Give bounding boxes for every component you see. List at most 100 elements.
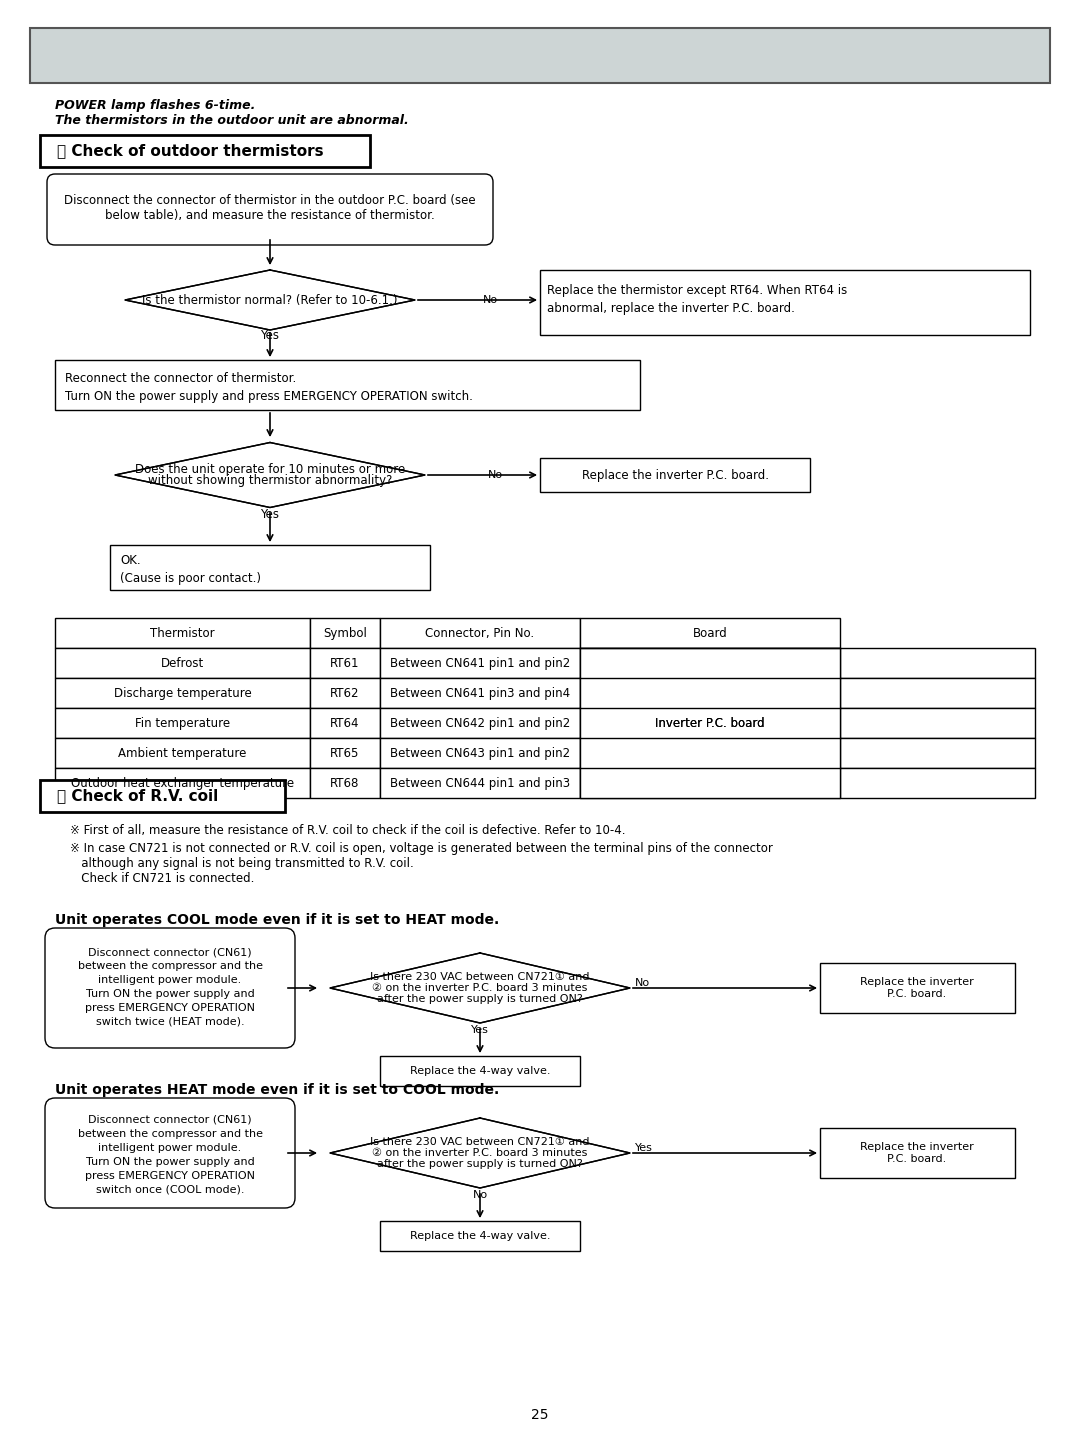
Text: Replace the thermistor except RT64. When RT64 is: Replace the thermistor except RT64. When… xyxy=(546,284,847,297)
Text: Inverter P.C. board: Inverter P.C. board xyxy=(656,717,765,730)
Text: intelligent power module.: intelligent power module. xyxy=(98,975,242,985)
Text: ② on the inverter P.C. board 3 minutes: ② on the inverter P.C. board 3 minutes xyxy=(373,984,588,994)
Bar xyxy=(840,648,1035,678)
Text: Disconnect connector (CN61): Disconnect connector (CN61) xyxy=(89,948,252,958)
Text: Replace the 4-way valve.: Replace the 4-way valve. xyxy=(409,1231,550,1241)
Bar xyxy=(840,739,1035,768)
Bar xyxy=(310,708,380,739)
Bar xyxy=(55,648,310,678)
Text: Replace the inverter P.C. board.: Replace the inverter P.C. board. xyxy=(581,468,769,481)
Text: RT68: RT68 xyxy=(330,776,360,789)
Text: between the compressor and the: between the compressor and the xyxy=(78,960,262,971)
Text: Yes: Yes xyxy=(471,1025,489,1035)
Text: Between CN644 pin1 and pin3: Between CN644 pin1 and pin3 xyxy=(390,776,570,789)
Bar xyxy=(380,739,580,768)
Text: press EMERGENCY OPERATION: press EMERGENCY OPERATION xyxy=(85,1171,255,1181)
Text: Turn ON the power supply and: Turn ON the power supply and xyxy=(85,989,255,999)
Bar xyxy=(55,739,310,768)
Text: Discharge temperature: Discharge temperature xyxy=(113,687,252,700)
FancyBboxPatch shape xyxy=(45,927,295,1048)
FancyBboxPatch shape xyxy=(45,1097,295,1208)
Bar xyxy=(380,708,580,739)
Text: RT61: RT61 xyxy=(330,657,360,670)
Text: switch twice (HEAT mode).: switch twice (HEAT mode). xyxy=(96,1017,244,1027)
Bar xyxy=(310,739,380,768)
Bar xyxy=(380,1221,580,1251)
Text: Replace the inverter
P.C. board.: Replace the inverter P.C. board. xyxy=(860,1142,974,1164)
Bar xyxy=(380,768,580,798)
Bar xyxy=(110,544,430,590)
Bar xyxy=(840,678,1035,708)
Text: Does the unit operate for 10 minutes or more: Does the unit operate for 10 minutes or … xyxy=(135,462,405,475)
Text: intelligent power module.: intelligent power module. xyxy=(98,1143,242,1153)
Bar xyxy=(840,708,1035,739)
Bar xyxy=(310,768,380,798)
Bar xyxy=(580,648,840,678)
Polygon shape xyxy=(330,953,630,1022)
Text: OK.: OK. xyxy=(120,553,140,566)
Text: Symbol: Symbol xyxy=(323,626,367,639)
Bar xyxy=(540,458,810,492)
Bar xyxy=(55,678,310,708)
Bar xyxy=(380,678,580,708)
Text: 25: 25 xyxy=(531,1408,549,1423)
Bar xyxy=(40,780,285,812)
Text: Inverter P.C. board: Inverter P.C. board xyxy=(656,717,765,730)
Text: Connector, Pin No.: Connector, Pin No. xyxy=(426,626,535,639)
Polygon shape xyxy=(114,442,426,507)
Text: No: No xyxy=(487,469,502,480)
Text: Disconnect connector (CN61): Disconnect connector (CN61) xyxy=(89,1115,252,1125)
Text: No: No xyxy=(483,295,498,305)
Text: Ambient temperature: Ambient temperature xyxy=(119,746,246,759)
Bar xyxy=(580,708,840,739)
Text: although any signal is not being transmitted to R.V. coil.: although any signal is not being transmi… xyxy=(70,857,414,870)
Text: RT65: RT65 xyxy=(330,746,360,759)
Text: Outdoor heat exchanger temperature: Outdoor heat exchanger temperature xyxy=(71,776,294,789)
Bar xyxy=(380,618,580,648)
Text: POWER lamp flashes 6-time.: POWER lamp flashes 6-time. xyxy=(55,98,255,111)
Text: after the power supply is turned ON?: after the power supply is turned ON? xyxy=(377,1159,583,1169)
Bar xyxy=(310,648,380,678)
Bar xyxy=(820,963,1015,1012)
Text: Yes: Yes xyxy=(635,1143,653,1153)
Text: RT62: RT62 xyxy=(330,687,360,700)
Text: ※ In case CN721 is not connected or R.V. coil is open, voltage is generated betw: ※ In case CN721 is not connected or R.V.… xyxy=(70,841,773,854)
Text: switch once (COOL mode).: switch once (COOL mode). xyxy=(96,1185,244,1195)
Text: ② on the inverter P.C. board 3 minutes: ② on the inverter P.C. board 3 minutes xyxy=(373,1148,588,1158)
Text: Turn ON the power supply and: Turn ON the power supply and xyxy=(85,1156,255,1166)
Bar xyxy=(580,618,840,648)
Text: Between CN641 pin3 and pin4: Between CN641 pin3 and pin4 xyxy=(390,687,570,700)
Bar xyxy=(840,768,1035,798)
Polygon shape xyxy=(330,1117,630,1188)
Text: Between CN643 pin1 and pin2: Between CN643 pin1 and pin2 xyxy=(390,746,570,759)
Bar xyxy=(820,1128,1015,1178)
Text: No: No xyxy=(472,1189,487,1200)
Text: without showing thermistor abnormality?: without showing thermistor abnormality? xyxy=(148,474,392,488)
Bar xyxy=(580,739,840,768)
Polygon shape xyxy=(125,271,415,330)
Text: Thermistor: Thermistor xyxy=(150,626,215,639)
Text: Replace the inverter
P.C. board.: Replace the inverter P.C. board. xyxy=(860,978,974,999)
Text: Unit operates COOL mode even if it is set to HEAT mode.: Unit operates COOL mode even if it is se… xyxy=(55,913,499,927)
Text: Unit operates HEAT mode even if it is set to COOL mode.: Unit operates HEAT mode even if it is se… xyxy=(55,1083,499,1097)
Text: Between CN641 pin1 and pin2: Between CN641 pin1 and pin2 xyxy=(390,657,570,670)
Text: after the power supply is turned ON?: after the power supply is turned ON? xyxy=(377,994,583,1004)
Bar xyxy=(380,648,580,678)
Text: Ⓗ Check of R.V. coil: Ⓗ Check of R.V. coil xyxy=(57,789,218,804)
Text: The thermistors in the outdoor unit are abnormal.: The thermistors in the outdoor unit are … xyxy=(55,114,408,127)
Text: ※ First of all, measure the resistance of R.V. coil to check if the coil is defe: ※ First of all, measure the resistance o… xyxy=(70,824,625,837)
Text: Board: Board xyxy=(692,626,727,639)
Text: abnormal, replace the inverter P.C. board.: abnormal, replace the inverter P.C. boar… xyxy=(546,301,795,314)
Bar xyxy=(380,1056,580,1086)
Text: Fin temperature: Fin temperature xyxy=(135,717,230,730)
FancyBboxPatch shape xyxy=(48,174,492,245)
Text: Defrost: Defrost xyxy=(161,657,204,670)
Text: Is there 230 VAC between CN721① and: Is there 230 VAC between CN721① and xyxy=(370,1136,590,1146)
Bar xyxy=(310,618,380,648)
Text: Turn ON the power supply and press EMERGENCY OPERATION switch.: Turn ON the power supply and press EMERG… xyxy=(65,389,473,403)
Bar xyxy=(55,360,640,410)
Text: Between CN642 pin1 and pin2: Between CN642 pin1 and pin2 xyxy=(390,717,570,730)
Text: RT64: RT64 xyxy=(330,717,360,730)
Text: Yes: Yes xyxy=(260,507,280,520)
Text: Yes: Yes xyxy=(260,328,280,341)
